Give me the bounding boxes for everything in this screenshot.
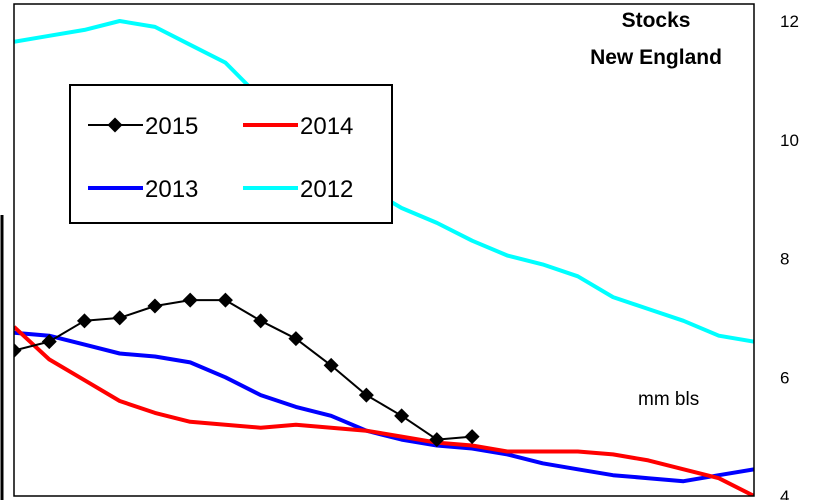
- series-line-2014: [14, 325, 754, 496]
- series-point-2015: [253, 313, 269, 329]
- y-tick-label: 12: [780, 12, 799, 31]
- series-point-2015: [14, 343, 22, 359]
- unit-label: mm bls: [638, 389, 699, 410]
- legend: 2015 2014 2013 2012: [69, 84, 393, 224]
- legend-label-2014: 2014: [300, 113, 353, 140]
- chart-subtitle: New England: [590, 46, 722, 69]
- legend-box: [69, 84, 393, 224]
- legend-label-2015: 2015: [145, 113, 198, 140]
- series-point-2015: [288, 331, 304, 347]
- series-point-2015: [323, 357, 339, 373]
- series-point-2015: [217, 292, 233, 308]
- series-point-2015: [112, 310, 128, 326]
- y-tick-label: 4: [780, 487, 789, 500]
- series-point-2015: [358, 387, 374, 403]
- series-point-2015: [147, 298, 163, 314]
- series-point-2015: [182, 292, 198, 308]
- series-point-2015: [394, 408, 410, 424]
- series-point-2015: [429, 432, 445, 448]
- series-point-2015: [464, 429, 480, 445]
- y-tick-label: 10: [780, 131, 799, 150]
- chart-title: Stocks: [622, 9, 691, 32]
- legend-label-2012: 2012: [300, 176, 353, 203]
- series-layer: [14, 19, 754, 496]
- plot-area-border: [13, 3, 755, 497]
- y-tick-label: 6: [780, 368, 789, 387]
- series-point-2015: [76, 313, 92, 329]
- legend-label-2013: 2013: [145, 176, 198, 203]
- y-axis: 4 6 8 10 12: [780, 12, 799, 500]
- y-tick-label: 8: [780, 250, 789, 269]
- legend-marker-2015: [107, 117, 123, 133]
- series-point-2015: [41, 334, 57, 350]
